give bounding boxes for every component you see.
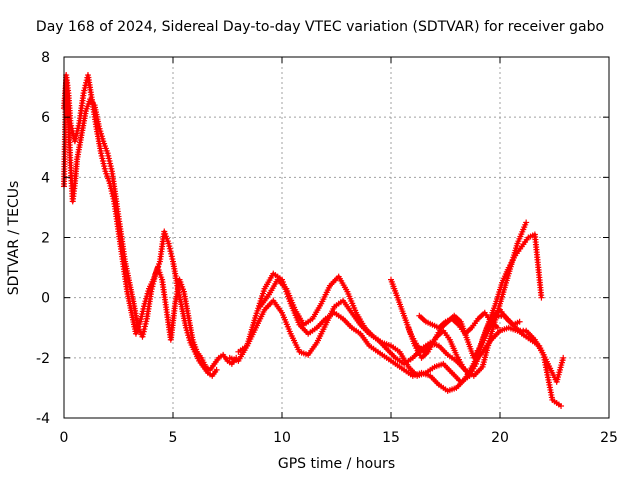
x-tick-label: 0 xyxy=(60,430,69,446)
x-tick-label: 15 xyxy=(382,430,400,446)
data-point xyxy=(523,219,530,226)
y-tick-label: -2 xyxy=(36,351,50,367)
data-point xyxy=(558,402,565,409)
y-tick-label: 2 xyxy=(41,231,50,247)
data-point xyxy=(516,318,523,325)
data-point xyxy=(494,324,501,331)
x-axis-label: GPS time / hours xyxy=(277,456,396,472)
series-track-2 xyxy=(61,78,220,379)
y-axis-label: SDTVAR / TECUs xyxy=(6,180,22,296)
x-tick-label: 25 xyxy=(600,430,618,446)
data-point xyxy=(213,366,220,373)
data-points xyxy=(61,72,567,409)
chart-title: Day 168 of 2024, Sidereal Day-to-day VTE… xyxy=(35,19,605,35)
x-tick-label: 10 xyxy=(273,430,291,446)
y-tick-label: 6 xyxy=(41,110,50,126)
series-track-5 xyxy=(257,273,567,385)
grid-lines xyxy=(64,57,609,418)
series-track-7 xyxy=(405,306,523,361)
y-tick-label: -4 xyxy=(36,411,50,427)
series-track-6 xyxy=(388,231,545,379)
series-line xyxy=(62,73,238,372)
y-tick-label: 0 xyxy=(41,291,50,307)
x-tick-label: 20 xyxy=(491,430,509,446)
series-track-8 xyxy=(416,309,501,337)
data-point xyxy=(538,294,545,301)
x-tick-label: 5 xyxy=(169,430,178,446)
axis-ticks: 0 5 10 15 20 25 -4 -2 0 2 4 6 8 xyxy=(36,50,618,446)
y-tick-label: 8 xyxy=(41,50,50,66)
y-tick-label: 4 xyxy=(41,170,50,186)
data-point xyxy=(560,354,567,361)
